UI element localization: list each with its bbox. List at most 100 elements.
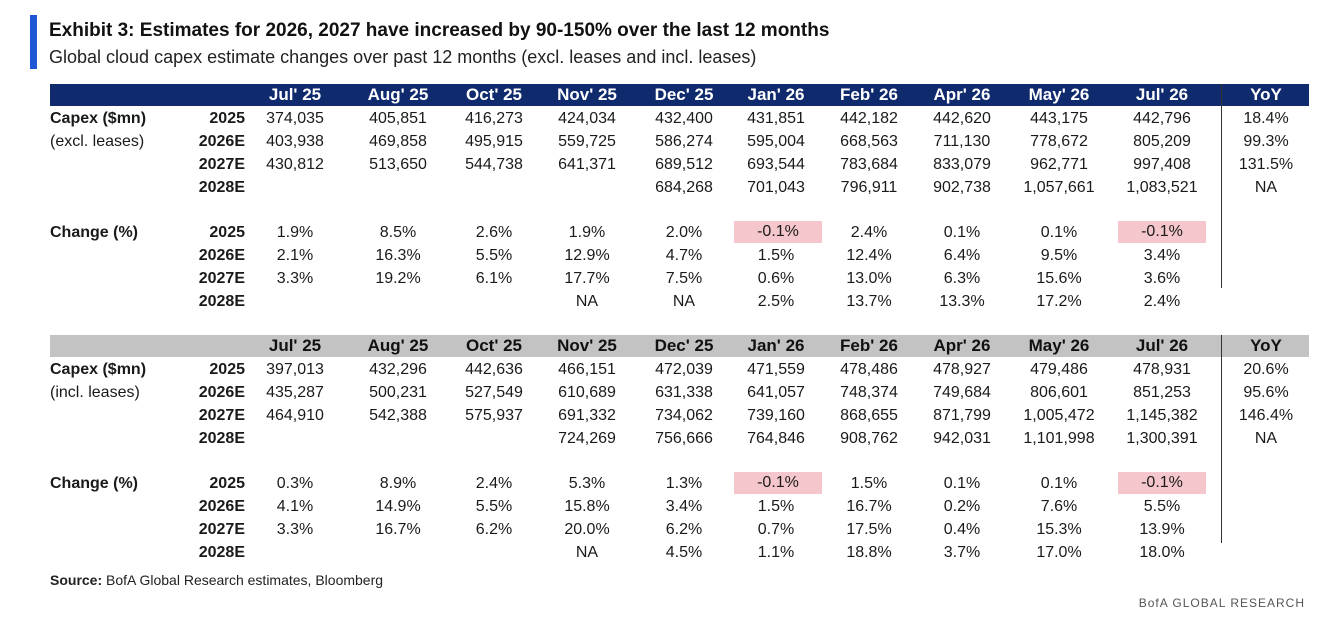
- table-cell: 868,655: [840, 407, 898, 424]
- capex-row: (excl. leases) 2026E 403,938 469,858 495,915…: [50, 130, 1309, 153]
- table-cell: 2.0%: [665, 224, 703, 241]
- table-cell: 15.3%: [1036, 521, 1082, 538]
- table-cell: 19.2%: [375, 270, 421, 287]
- table-cell: 13.7%: [846, 293, 892, 310]
- table-cell: 6.4%: [943, 247, 981, 264]
- table-cell: [447, 541, 541, 564]
- table-cell: 559,725: [558, 133, 616, 150]
- row-year: 2028E: [198, 430, 245, 447]
- table-cell: 942,031: [933, 430, 991, 447]
- table-cell: 18.8%: [846, 544, 892, 561]
- source-label: Source:: [50, 572, 103, 588]
- table-cell: 513,650: [369, 156, 427, 173]
- table-cell: 701,043: [747, 179, 805, 196]
- capex-label: Capex ($mn): [50, 361, 147, 378]
- row-year: 2028E: [198, 179, 245, 196]
- table-cell: 997,408: [1133, 156, 1191, 173]
- capex-sublabel: (incl. leases): [50, 384, 140, 401]
- table-cell: 431,851: [747, 110, 805, 127]
- row-year: 2025: [209, 110, 245, 127]
- table-cell: 6.1%: [475, 270, 513, 287]
- table-cell: 3.7%: [943, 544, 981, 561]
- column-header: Jul' 26: [1135, 85, 1189, 104]
- table-cell: 0.7%: [757, 521, 795, 538]
- table-cell: 724,269: [558, 430, 616, 447]
- change-label: Change (%): [50, 475, 138, 492]
- column-header: Feb' 26: [840, 336, 898, 355]
- column-header: Feb' 26: [840, 85, 898, 104]
- source-note: Source: BofA Global Research estimates, …: [50, 572, 383, 588]
- table-cell: 471,559: [747, 361, 805, 378]
- row-year: 2027E: [198, 156, 245, 173]
- yoy-header: YoY: [1250, 336, 1282, 355]
- table-cell: 2.4%: [850, 224, 888, 241]
- table-cell: [351, 176, 445, 199]
- table-cell: 397,013: [266, 361, 324, 378]
- table-cell: [351, 427, 445, 450]
- row-year: 2027E: [198, 407, 245, 424]
- column-header: Apr' 26: [933, 336, 991, 355]
- table-cell: 442,796: [1133, 110, 1191, 127]
- capex-sublabel: (excl. leases): [50, 133, 145, 150]
- yoy-cell: 131.5%: [1238, 156, 1294, 173]
- table-cell: 4.7%: [665, 247, 703, 264]
- table-cell: 5.5%: [1143, 498, 1181, 515]
- table-cell: 0.3%: [276, 475, 314, 492]
- table-cell: 469,858: [369, 133, 427, 150]
- table-cell: 435,287: [266, 384, 324, 401]
- table-cell: 16.7%: [375, 521, 421, 538]
- yoy-header: YoY: [1250, 85, 1282, 104]
- column-header: Nov' 25: [557, 85, 617, 104]
- capex-row: 2028E 684,268 701,043 796,911 902,738 1,057,6…: [50, 176, 1309, 199]
- yoy-cell: NA: [1254, 430, 1278, 447]
- capex-row: 2027E 430,812 513,650 544,738 641,371 689,512…: [50, 153, 1309, 176]
- watermark: BofA GLOBAL RESEARCH: [1138, 596, 1305, 610]
- table-cell: 5.5%: [475, 498, 513, 515]
- yoy-separator-line: [1221, 335, 1222, 543]
- capex-row: (incl. leases) 2026E 435,287 500,231 527,549…: [50, 381, 1309, 404]
- table-cell: 17.7%: [564, 270, 610, 287]
- table-cell: 7.6%: [1040, 498, 1078, 515]
- column-header: Jan' 26: [747, 336, 805, 355]
- table-cell: 374,035: [266, 110, 324, 127]
- table-cell: 0.1%: [943, 475, 981, 492]
- table-cell: 405,851: [369, 110, 427, 127]
- table-cell: 478,486: [840, 361, 898, 378]
- table-cell: 1.3%: [665, 475, 703, 492]
- table-cell: 9.5%: [1040, 247, 1078, 264]
- table-cell: 16.3%: [375, 247, 421, 264]
- capex-row: 2027E 464,910 542,388 575,937 691,332 734,062…: [50, 404, 1309, 427]
- table-cell: 1.9%: [276, 224, 314, 241]
- table-cell: 8.5%: [379, 224, 417, 241]
- column-header: Aug' 25: [367, 85, 429, 104]
- source-text: BofA Global Research estimates, Bloomber…: [102, 572, 384, 588]
- change-row: 2028E NA 4.5% 1.1% 18.8% 3.7% 17.0% 18.0%: [50, 541, 1309, 564]
- column-header: Dec' 25: [654, 85, 714, 104]
- capex-row: Capex ($mn) 2025 374,035 405,851 416,273 424,…: [50, 107, 1309, 130]
- table-cell: 17.5%: [846, 521, 892, 538]
- row-year: 2026E: [198, 384, 245, 401]
- table-cell: [447, 290, 541, 313]
- table-cell: 902,738: [933, 179, 991, 196]
- table-cell: 1,101,998: [1023, 430, 1095, 447]
- capex-label: Capex ($mn): [50, 110, 147, 127]
- table-cell: [248, 176, 342, 199]
- table-cell: 1.5%: [757, 498, 795, 515]
- table-cell: 13.3%: [939, 293, 985, 310]
- table-cell: 2.4%: [475, 475, 513, 492]
- table-cell: 466,151: [558, 361, 616, 378]
- table-cell: 15.6%: [1036, 270, 1082, 287]
- change-row: 2026E 2.1% 16.3% 5.5% 12.9% 4.7% 1.5% 12.4% 6.4%…: [50, 244, 1309, 267]
- table-cell: 17.0%: [1036, 544, 1082, 561]
- table-cell: 6.2%: [665, 521, 703, 538]
- table-cell: 586,274: [655, 133, 713, 150]
- table-cell: 432,296: [369, 361, 427, 378]
- table-cell: 6.2%: [475, 521, 513, 538]
- row-year: 2028E: [198, 544, 245, 561]
- table-cell: 764,846: [747, 430, 805, 447]
- table-cell: 631,338: [655, 384, 713, 401]
- table-cell: 432,400: [655, 110, 713, 127]
- table-cell: 479,486: [1030, 361, 1088, 378]
- table-cell: 962,771: [1030, 156, 1088, 173]
- column-header: Apr' 26: [933, 85, 991, 104]
